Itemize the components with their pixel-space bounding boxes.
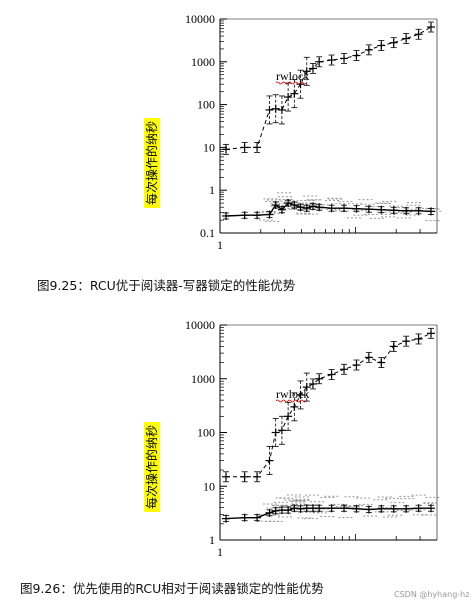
- y-tick-label: 10000: [185, 318, 215, 332]
- y-axis-label: 每次操作的纳秒: [144, 121, 159, 205]
- y-tick-label: 1: [209, 533, 215, 547]
- y-tick-label: 10000: [185, 12, 215, 26]
- y-tick-label: 1000: [191, 55, 215, 69]
- y-axis-label-highlight: [144, 422, 160, 512]
- annotation-underline: [275, 399, 307, 403]
- y-tick-label: 1000: [191, 372, 215, 386]
- y-axis-label: 每次操作的纳秒: [144, 425, 159, 509]
- y-tick-label: 10: [203, 140, 215, 154]
- csdn-watermark: CSDN @hyhang-hz: [394, 590, 470, 599]
- y-axis-label-highlight: [144, 118, 160, 208]
- y-tick-label: 10: [203, 479, 215, 493]
- x-tick-label: 1: [217, 238, 223, 252]
- rwlock-annotation: rwlock: [276, 69, 309, 83]
- chart-2: 1 10 100 1000 10000 1 每次操作的纳秒 rwlock: [144, 318, 442, 559]
- y-tick-label: 0.1: [200, 226, 215, 240]
- y-tick-label: 1: [209, 183, 215, 197]
- x-tick-label: 1: [217, 545, 223, 559]
- figure-9-26-caption: 图9.26：优先使用的RCU相对于阅读器锁定的性能优势: [20, 581, 324, 596]
- series-line-rwlock: [225, 26, 432, 150]
- series-line-rwlock: [226, 332, 432, 478]
- y-tick-label: 100: [197, 426, 215, 440]
- y-tick-label: 100: [197, 98, 215, 112]
- annotation-underline: [275, 81, 307, 85]
- figure-9-25-caption: 图9.25：RCU优于阅读器-写器锁定的性能优势: [37, 278, 296, 293]
- rwlock-annotation: rwlock: [276, 387, 309, 401]
